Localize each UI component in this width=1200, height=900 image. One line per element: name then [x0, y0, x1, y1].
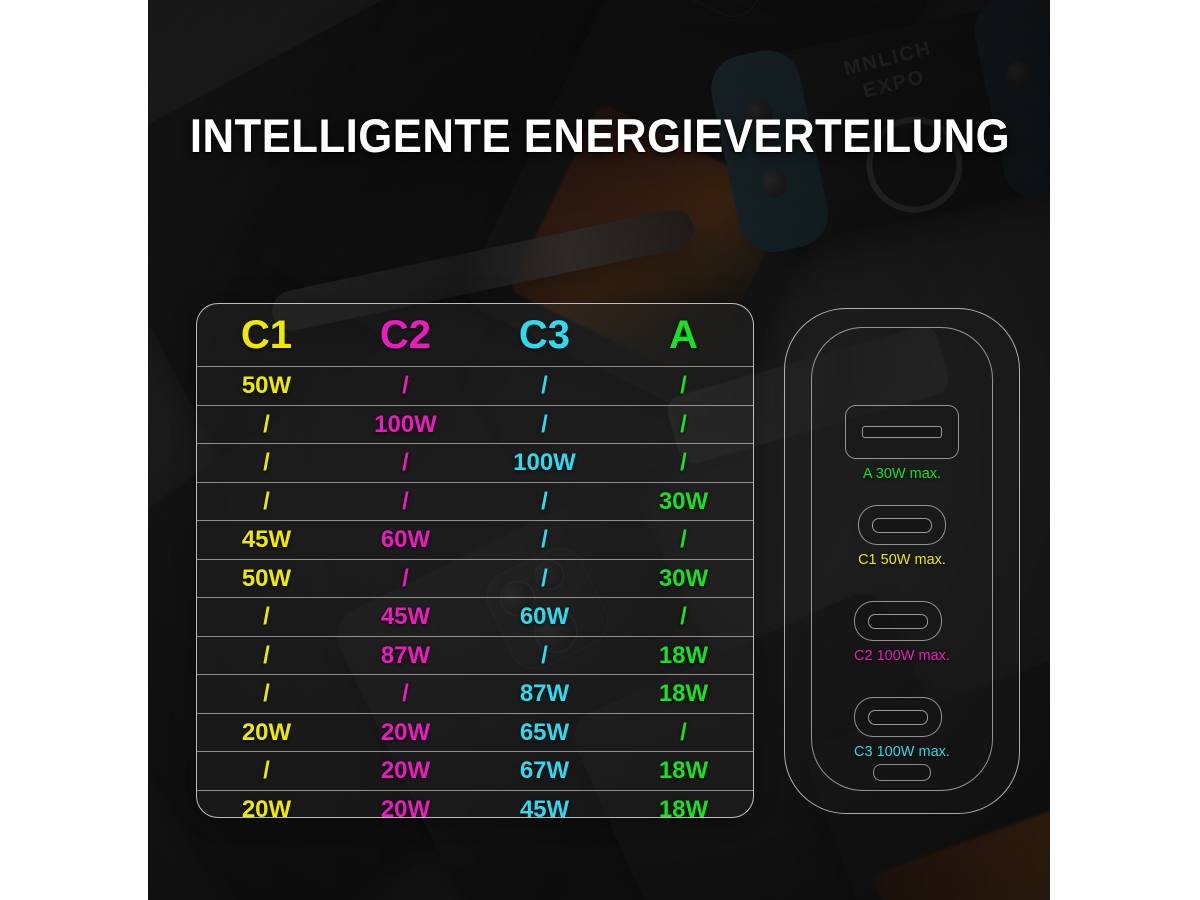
matrix-cell: 18W [614, 635, 753, 675]
table-row: 50W //30W [197, 558, 753, 598]
table-row: /87W/18W [197, 635, 753, 675]
column-header-c3: C3 [518, 313, 571, 357]
matrix-cell: / [197, 443, 336, 482]
matrix-cell: / [475, 366, 614, 405]
usb-c-slot [868, 613, 929, 629]
matrix-cell: 60W [475, 597, 614, 636]
usb-a-slot [862, 426, 942, 438]
matrix-cell: / [614, 597, 753, 636]
matrix-cell: / [475, 404, 614, 444]
column-header-c2: C2 [379, 313, 432, 357]
matrix-cell: / [475, 558, 614, 598]
table-row: //100W / [197, 443, 753, 482]
matrix-cell: / [336, 366, 475, 405]
matrix-cell: / [614, 404, 753, 444]
matrix-cell: / [614, 520, 753, 559]
matrix-cell: / [197, 597, 336, 636]
usb-c-port-icon [854, 697, 943, 737]
matrix-cell: / [197, 635, 336, 675]
charger-bottom-slot-icon [873, 764, 931, 781]
matrix-cell: 87W [336, 635, 475, 675]
matrix-header-row: C1 C2 C3 A [197, 304, 753, 367]
port-a: A 30W max. [845, 405, 959, 482]
port-c1: C1 50W max. [858, 505, 946, 568]
matrix-cell: 87W [475, 674, 614, 713]
table-row: 50W / / / [197, 366, 753, 405]
matrix-cell: / [614, 443, 753, 482]
table-row: /100W / / [197, 404, 753, 444]
table-row: 20W 20W 65W / [197, 712, 753, 752]
usb-c-port-icon [854, 601, 943, 641]
matrix-cell: / [197, 481, 336, 521]
charger-diagram: A 30W max. C1 50W max. C2 100W max. C3 1… [784, 308, 1020, 814]
matrix-cell: 20W [336, 712, 475, 752]
usb-c-port-icon [858, 505, 946, 545]
usb-c-slot [872, 517, 932, 533]
matrix-cell: 18W [614, 751, 753, 790]
port-c2: C2 100W max. [854, 601, 950, 664]
matrix-cell: 18W [614, 674, 753, 713]
table-row: 45W 60W / / [197, 520, 753, 559]
matrix-cell: 30W [614, 558, 753, 598]
column-header-a: A [669, 313, 698, 357]
matrix-cell: / [197, 674, 336, 713]
matrix-cell: 45W [475, 789, 614, 817]
charger-inner-outline [811, 327, 993, 791]
matrix-cell: 45W [197, 520, 336, 559]
matrix-cell: / [614, 366, 753, 405]
matrix-cell: / [475, 635, 614, 675]
matrix-cell: 20W [197, 789, 336, 817]
page-title: INTELLIGENTE ENERGIEVERTEILUNG [189, 109, 1011, 162]
port-c3-label: C3 100W max. [854, 744, 950, 760]
column-header-c1: C1 [240, 313, 293, 357]
matrix-body: 50W / / //100W / / //100W / / //30W 45W 60W //50W //3… [197, 366, 753, 817]
matrix-cell: / [336, 674, 475, 713]
table-row: / //30W [197, 481, 753, 521]
matrix-cell: / [475, 481, 614, 521]
table-row: /45W 60W / [197, 597, 753, 636]
table-row: /20W 67W 18W [197, 751, 753, 790]
matrix-cell: 60W [336, 520, 475, 559]
matrix-cell: / [336, 443, 475, 482]
matrix-cell: / [336, 481, 475, 521]
matrix-cell: 67W [475, 751, 614, 790]
port-c2-label: C2 100W max. [854, 648, 950, 664]
matrix-cell: 50W [197, 366, 336, 405]
table-row: //87W 18W [197, 674, 753, 713]
matrix-cell: 30W [614, 481, 753, 521]
matrix-cell: 18W [614, 789, 753, 817]
matrix-cell: / [336, 558, 475, 598]
usb-a-port-icon [845, 405, 959, 459]
matrix-cell: / [614, 712, 753, 752]
matrix-cell: 100W [475, 443, 614, 482]
port-c1-label: C1 50W max. [858, 552, 946, 568]
matrix-cell: 50W [197, 558, 336, 598]
table-row: 20W 20W 45W 18W [197, 789, 753, 817]
matrix-cell: / [475, 520, 614, 559]
matrix-cell: / [197, 404, 336, 444]
matrix-cell: / [197, 751, 336, 790]
matrix-cell: 20W [336, 789, 475, 817]
power-distribution-table: C1 C2 C3 A 50W / / //100W / / //100W / / //30W 45W… [196, 303, 754, 818]
usb-c-slot [868, 709, 929, 725]
matrix-cell: 45W [336, 597, 475, 636]
matrix-cell: 65W [475, 712, 614, 752]
port-c3: C3 100W max. [854, 697, 950, 760]
matrix-head: C1 C2 C3 A [197, 304, 753, 367]
matrix-table: C1 C2 C3 A 50W / / //100W / / //100W / / //30W 45W… [197, 304, 753, 817]
port-a-label: A 30W max. [862, 466, 942, 482]
matrix-cell: 20W [336, 751, 475, 790]
matrix-cell: 100W [336, 404, 475, 444]
matrix-cell: 20W [197, 712, 336, 752]
